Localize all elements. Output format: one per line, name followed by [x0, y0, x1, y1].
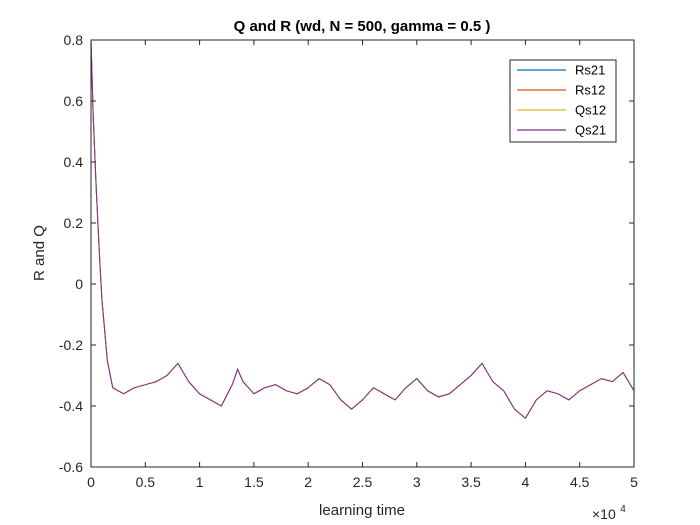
x-tick-label: 0 [87, 474, 95, 490]
legend-box [509, 59, 617, 143]
x-axis-label: learning time [319, 502, 405, 519]
x-tick-label: 5 [630, 474, 638, 490]
x-tick-label: 3.5 [461, 474, 481, 490]
legend-label-rs21: Rs21 [575, 63, 605, 78]
series-line-qs21 [90, 39, 635, 419]
y-tick-label: 0.8 [64, 32, 84, 48]
legend-label-rs12: Rs12 [575, 83, 605, 98]
y-axis-ticks: 0.8 0.6 0.4 0.2 0 -0.2 -0.4 -0.6 [59, 32, 634, 475]
x-tick-label: 4 [522, 474, 530, 490]
x-axis-multiplier-base: ×10 [592, 506, 616, 522]
x-tick-label: 1 [196, 474, 204, 490]
chart-title: Q and R (wd, N = 500, gamma = 0.5 ) [234, 18, 491, 35]
y-tick-label: -0.2 [59, 337, 83, 353]
legend-label-qs21: Qs21 [575, 123, 606, 138]
series-layer [90, 39, 635, 419]
y-tick-label: -0.6 [59, 459, 83, 475]
x-axis-ticks: 0 0.5 1 1.5 2 2.5 3 3.5 4 4.5 5 [87, 40, 638, 490]
x-axis-multiplier: ×10 4 [592, 504, 626, 523]
x-tick-label: 2.5 [353, 474, 373, 490]
legend-label-qs12: Qs12 [575, 103, 606, 118]
legend: Rs21 Rs12 Qs12 Qs21 [509, 59, 617, 143]
x-tick-label: 2 [304, 474, 312, 490]
x-tick-label: 4.5 [570, 474, 590, 490]
y-axis-label: R and Q [31, 225, 48, 281]
y-tick-label: 0.4 [64, 154, 84, 170]
y-tick-label: 0.2 [64, 215, 84, 231]
plot-frame [90, 39, 635, 468]
x-tick-label: 1.5 [244, 474, 264, 490]
x-axis-multiplier-exponent: 4 [620, 504, 626, 515]
x-tick-label: 0.5 [136, 474, 156, 490]
x-tick-label: 3 [413, 474, 421, 490]
y-tick-label: -0.4 [59, 398, 83, 414]
y-tick-label: 0.6 [64, 93, 84, 109]
y-tick-label: 0 [75, 276, 83, 292]
